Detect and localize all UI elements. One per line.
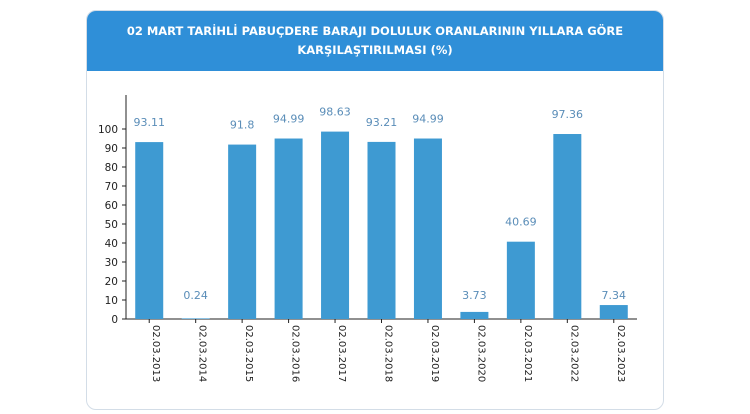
chart-title-line-2: KARŞILAŞTIRILMASI (%) (297, 43, 453, 57)
chart-card: 02 MART TARİHLİ PABUÇDERE BARAJI DOLULUK… (86, 10, 664, 410)
x-category-label: 02.03.2013 (150, 325, 161, 382)
chart-title-line-1: 02 MART TARİHLİ PABUÇDERE BARAJI DOLULUK… (126, 24, 624, 38)
x-category-label: 02.03.2016 (290, 325, 301, 382)
bar (413, 138, 442, 319)
y-tick-label: 60 (105, 200, 118, 212)
y-tick-label: 50 (105, 219, 118, 231)
data-label: 7.34 (602, 289, 627, 302)
bar (274, 138, 303, 319)
x-category-label: 02.03.2021 (522, 325, 533, 382)
chart-title: 02 MART TARİHLİ PABUÇDERE BARAJI DOLULUK… (87, 11, 663, 71)
x-category-label: 02.03.2014 (197, 325, 208, 382)
bar (228, 144, 257, 319)
bar (135, 142, 164, 319)
bar (506, 241, 535, 319)
x-category-label: 02.03.2023 (615, 325, 626, 382)
y-tick-label: 100 (98, 124, 118, 136)
data-label: 0.24 (183, 289, 208, 302)
data-label: 3.73 (462, 289, 487, 302)
data-label: 98.63 (319, 106, 351, 119)
data-label: 93.21 (366, 116, 398, 129)
y-tick-label: 0 (111, 314, 118, 326)
y-tick-label: 30 (105, 257, 118, 269)
y-tick-label: 40 (105, 238, 118, 250)
data-label: 94.99 (412, 113, 444, 126)
x-category-label: 02.03.2018 (383, 325, 394, 382)
x-category-label: 02.03.2022 (568, 325, 579, 382)
data-label: 93.11 (133, 116, 165, 129)
y-tick-label: 70 (105, 181, 118, 193)
y-tick-label: 90 (105, 143, 118, 155)
bar (460, 311, 489, 319)
y-tick-label: 80 (105, 162, 118, 174)
bar (367, 141, 396, 319)
bar (321, 131, 350, 319)
data-label: 91.8 (230, 119, 255, 132)
y-tick-label: 10 (105, 295, 118, 307)
data-label: 94.99 (273, 113, 305, 126)
x-category-label: 02.03.2019 (429, 325, 440, 382)
bar-chart: 0 10 20 30 40 50 60 70 80 90 100 93.11 02.03.2013 0.2… (98, 95, 637, 382)
x-category-label: 02.03.2020 (475, 325, 486, 382)
x-category-label: 02.03.2017 (336, 325, 347, 382)
bar (181, 318, 210, 319)
data-label: 40.69 (505, 216, 537, 229)
x-category-label: 02.03.2015 (243, 325, 254, 382)
data-label: 97.36 (552, 108, 584, 121)
y-tick-label: 20 (105, 276, 118, 288)
bar (599, 305, 628, 319)
bar (553, 134, 582, 319)
